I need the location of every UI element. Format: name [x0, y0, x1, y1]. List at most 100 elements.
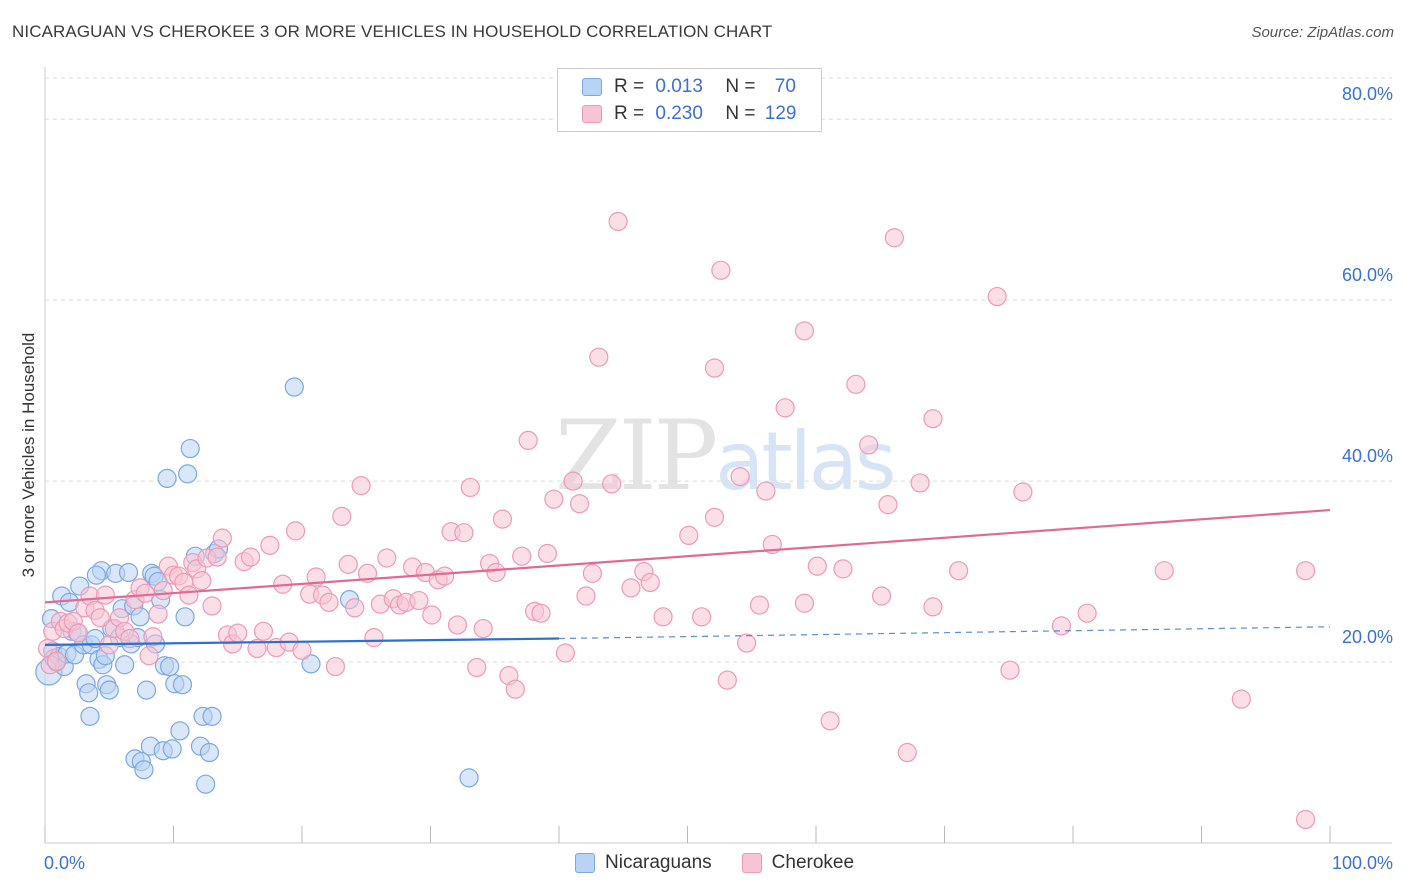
legend-label-nicaraguans: Nicaraguans [605, 852, 712, 873]
nicaraguans-point [160, 656, 180, 677]
legend-swatch-blue [582, 78, 602, 96]
cherokee-point [202, 596, 222, 616]
cherokee-point [653, 607, 673, 627]
cherokee-point [987, 286, 1007, 307]
cherokee-point [192, 571, 212, 591]
cherokee-point [563, 471, 583, 491]
cherokee-point [473, 618, 493, 639]
cherokee-point [135, 583, 155, 603]
cherokee-point [253, 621, 274, 641]
legend-swatch-pink [582, 105, 602, 123]
nicaraguans-point [170, 721, 190, 741]
cherokee-point [512, 546, 532, 566]
cherokee-point [148, 604, 168, 624]
x-tick-label: 0.0% [44, 853, 85, 873]
cherokee-point [143, 627, 163, 647]
nicaraguans-point [175, 607, 195, 627]
cherokee-trend-line [44, 508, 1331, 604]
r-label: R = [614, 76, 645, 97]
cherokee-point [820, 711, 840, 731]
watermark-atlas: atlas [715, 415, 896, 508]
cherokee-point [692, 607, 712, 627]
cherokee-point [46, 651, 67, 671]
cherokee-point [1013, 482, 1033, 502]
cherokee-point [859, 435, 879, 455]
nicaraguans-point [202, 706, 222, 726]
cherokee-point [717, 670, 737, 690]
watermark: ZIPatlas [555, 400, 897, 512]
cherokee-point [602, 474, 622, 494]
nicaraguans-point [284, 377, 304, 397]
legend-item-nicaraguans: Nicaraguans [575, 852, 712, 874]
nicaraguans-point [157, 468, 177, 489]
cherokee-point [569, 494, 590, 514]
y-tick-label: 20.0% [1342, 627, 1393, 647]
cherokee-point [1051, 616, 1072, 636]
cherokee-point [292, 640, 312, 660]
legend-swatch-nicaraguans [575, 853, 595, 873]
cherokee-point [884, 228, 904, 248]
cherokee-point [749, 595, 770, 615]
nicaraguans-point [79, 683, 99, 703]
nicaraguans-point [115, 655, 135, 675]
cherokee-point [582, 563, 603, 583]
cherokee-point [794, 321, 815, 341]
y-axis-label: 3 or more Vehicles in Household [19, 333, 38, 578]
cherokee-point [897, 742, 917, 763]
cherokee-point [409, 590, 429, 611]
cherokee-point [531, 603, 551, 623]
nicaraguans-point [134, 760, 154, 780]
cherokee-point [640, 572, 660, 593]
cherokee-point [422, 605, 442, 625]
cherokee-point [332, 506, 352, 527]
cherokee-point [285, 521, 306, 541]
cherokee-point [544, 489, 564, 509]
cherokee-point [207, 547, 227, 567]
cherokee-point [351, 476, 371, 496]
nicaraguans-point [80, 706, 100, 726]
cherokee-point [871, 586, 892, 606]
cherokee-point [260, 535, 280, 555]
y-tick-label: 80.0% [1342, 84, 1393, 104]
nicaraguans-trend-extension [558, 626, 1331, 640]
cherokee-point [621, 578, 641, 598]
r-label: R = [614, 103, 645, 124]
cherokee-point [704, 507, 725, 527]
cherokee-point [679, 525, 699, 546]
cherokee-point [241, 547, 261, 567]
cherokee-point [90, 608, 110, 628]
cherokee-point [537, 543, 558, 564]
cherokee-point [377, 548, 397, 568]
cherokee-point [139, 646, 159, 666]
n-label: N = [725, 76, 756, 97]
chart-title: NICARAGUAN VS CHEROKEE 3 OR MORE VEHICLE… [12, 22, 773, 41]
cherokee-point [486, 562, 506, 583]
cherokee-point [589, 347, 609, 367]
nicaraguans-point [180, 438, 200, 459]
cherokee-point [1000, 660, 1020, 680]
r-value: 0.230 [655, 103, 703, 124]
watermark-zip: ZIP [555, 400, 718, 512]
nicaraguans-point [86, 565, 107, 585]
cherokee-point [460, 477, 480, 498]
nicaraguans-point [196, 774, 216, 794]
cherokee-point [1295, 809, 1316, 830]
cherokee-point [447, 615, 468, 635]
cherokee-point [179, 585, 199, 605]
cherokee-point [608, 211, 628, 232]
cherokee-point [492, 509, 513, 529]
stats-legend-row-cherokee: R = 0.230 N = 129 [582, 102, 796, 126]
cherokee-point [756, 481, 776, 501]
cherokee-point [247, 638, 267, 659]
cherokee-point [730, 466, 750, 487]
cherokee-point [794, 593, 815, 613]
cherokee-point [1295, 561, 1316, 581]
cherokee-point [319, 592, 339, 612]
n-label: N = [725, 103, 756, 124]
cherokee-point [1154, 561, 1174, 581]
nicaraguans-point [301, 654, 321, 674]
nicaraguans-point [459, 768, 479, 788]
cherokee-point [1231, 689, 1251, 709]
nicaraguans-point [178, 464, 198, 484]
